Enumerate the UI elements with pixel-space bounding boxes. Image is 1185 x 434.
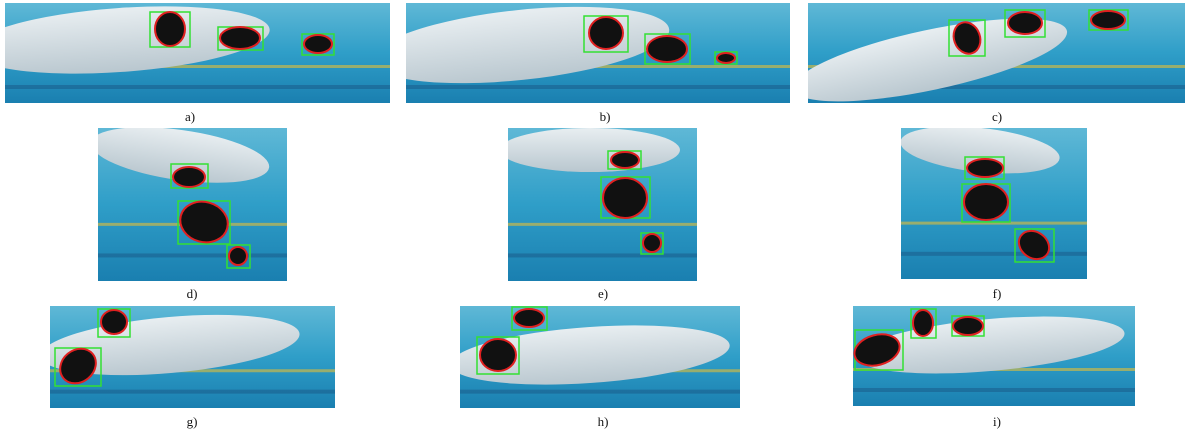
detected-region (967, 159, 1003, 177)
pool-line (50, 390, 335, 394)
pool-line (853, 388, 1135, 392)
panel-label: b) (600, 109, 611, 124)
detected-region (964, 184, 1008, 220)
panel-label: d) (187, 286, 198, 301)
detected-region (155, 12, 185, 46)
photo-panel (38, 306, 335, 408)
detected-region (953, 317, 983, 335)
panel-label: h) (598, 414, 609, 429)
panel-label: f) (993, 286, 1002, 301)
pool-line (460, 390, 740, 394)
panel-label: a) (185, 109, 195, 124)
photo-panel (87, 118, 287, 281)
pool-line (406, 85, 790, 89)
photo-panel (787, 2, 1185, 119)
lane-rope (508, 223, 697, 226)
detected-region (1008, 12, 1042, 34)
detected-region (304, 35, 332, 53)
photo-panel (500, 128, 697, 281)
pool-line (508, 253, 697, 257)
photo-panel (367, 0, 790, 103)
pool-line (901, 252, 1087, 256)
panel-label: i) (993, 414, 1001, 429)
detected-region (603, 178, 647, 218)
photo-panel (0, 0, 390, 103)
detected-region (173, 167, 205, 187)
detected-region (480, 339, 516, 371)
detected-region (913, 310, 933, 336)
pool-line (98, 253, 287, 257)
detected-region (220, 27, 260, 49)
detected-region (514, 309, 544, 327)
detected-region (611, 152, 639, 168)
panel-label: e) (598, 286, 608, 301)
detected-region (647, 36, 687, 62)
detected-region (1091, 11, 1125, 29)
pool-line (5, 85, 390, 89)
swimmer-body (500, 128, 680, 172)
detected-region (717, 53, 735, 63)
panel-label: g) (187, 414, 198, 429)
panel-label: c) (992, 109, 1002, 124)
photo-panel (898, 120, 1087, 279)
photo-panel (448, 306, 740, 408)
detected-region (229, 247, 247, 265)
detected-region (101, 310, 127, 334)
detected-region (643, 234, 661, 252)
detected-region (589, 17, 623, 49)
photo-panel (851, 306, 1135, 406)
figure: a) b) c) d) e) f) g) h) i) (0, 0, 1185, 434)
